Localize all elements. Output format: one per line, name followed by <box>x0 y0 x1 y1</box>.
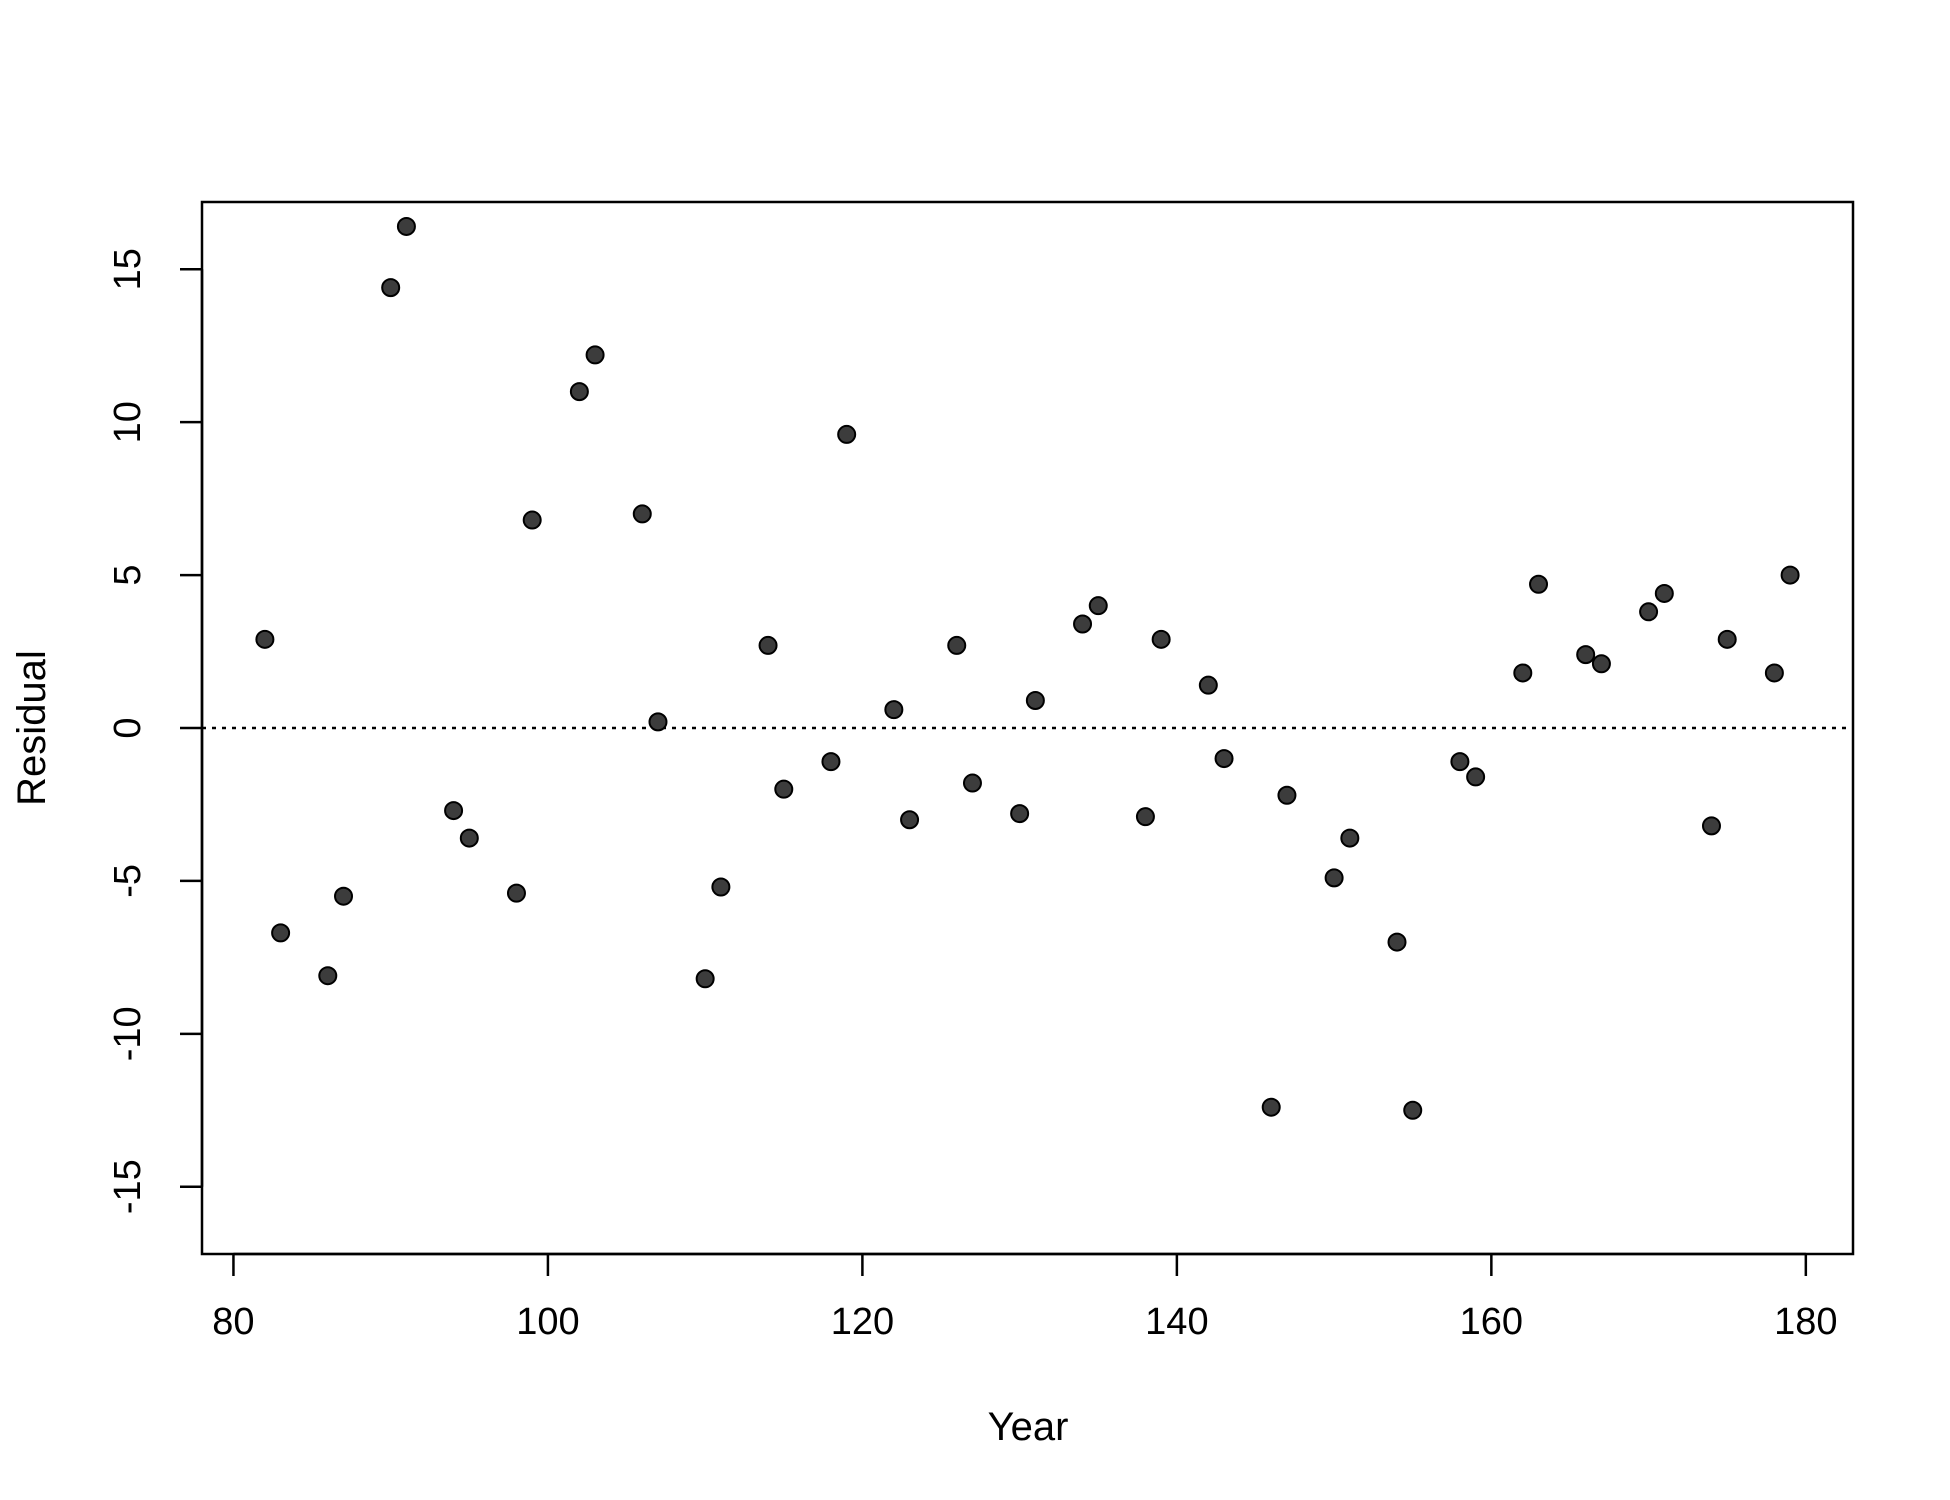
data-point <box>1576 645 1596 665</box>
x-tick-label: 160 <box>1460 1301 1523 1343</box>
data-point <box>1340 828 1360 848</box>
data-point <box>758 635 778 655</box>
data-point <box>318 966 338 986</box>
data-point <box>1135 807 1155 827</box>
data-point <box>569 382 589 402</box>
data-point <box>711 877 731 897</box>
data-point <box>884 700 904 720</box>
x-axis-title: Year <box>988 1405 1069 1449</box>
y-tick-label: 10 <box>107 401 149 443</box>
data-point <box>1073 614 1093 634</box>
data-point <box>459 828 479 848</box>
data-point <box>1403 1100 1423 1120</box>
data-point <box>1450 752 1470 772</box>
data-point <box>1198 675 1218 695</box>
data-point <box>1088 596 1108 616</box>
data-point <box>522 510 542 530</box>
data-point <box>774 779 794 799</box>
data-point <box>1277 785 1297 805</box>
data-point <box>1151 629 1171 649</box>
data-point <box>1324 868 1344 888</box>
data-point <box>381 278 401 298</box>
data-point <box>900 810 920 830</box>
data-point <box>271 923 291 943</box>
data-point <box>648 712 668 732</box>
data-point <box>947 635 967 655</box>
data-point <box>506 883 526 903</box>
y-axis-title: Residual <box>10 650 54 806</box>
data-point <box>1261 1097 1281 1117</box>
x-tick-label: 100 <box>516 1301 579 1343</box>
data-point <box>821 752 841 772</box>
data-point <box>1639 602 1659 622</box>
data-point <box>962 773 982 793</box>
y-axis: -15 -10 -5 0 5 10 15 <box>107 248 204 1214</box>
data-point <box>1466 767 1486 787</box>
x-tick-label: 140 <box>1145 1301 1208 1343</box>
data-point <box>837 424 857 444</box>
data-point <box>255 629 275 649</box>
data-point <box>1717 629 1737 649</box>
data-point <box>1387 932 1407 952</box>
x-tick-label: 120 <box>831 1301 894 1343</box>
data-point <box>1780 565 1800 585</box>
data-point <box>1764 663 1784 683</box>
y-tick-label: -15 <box>107 1159 149 1214</box>
data-point <box>632 504 652 524</box>
y-tick-label: 15 <box>107 248 149 290</box>
x-axis: 80 100 120 140 160 180 <box>212 1252 1838 1343</box>
data-point <box>1591 654 1611 674</box>
y-tick-label: 5 <box>107 565 149 586</box>
data-point <box>1025 690 1045 710</box>
data-point <box>1701 816 1721 836</box>
data-point <box>334 886 354 906</box>
x-tick-label: 80 <box>212 1301 254 1343</box>
data-point <box>695 969 715 989</box>
data-point <box>1529 574 1549 594</box>
y-tick-label: -5 <box>107 864 149 898</box>
y-tick-label: 0 <box>107 717 149 738</box>
data-point <box>444 801 464 821</box>
data-point <box>396 216 416 236</box>
data-point <box>1513 663 1533 683</box>
y-tick-label: -10 <box>107 1006 149 1061</box>
data-point <box>585 345 605 365</box>
data-point <box>1010 804 1030 824</box>
data-point <box>1214 749 1234 769</box>
x-tick-label: 180 <box>1774 1301 1837 1343</box>
data-points <box>255 216 1800 1120</box>
data-point <box>1654 583 1674 603</box>
